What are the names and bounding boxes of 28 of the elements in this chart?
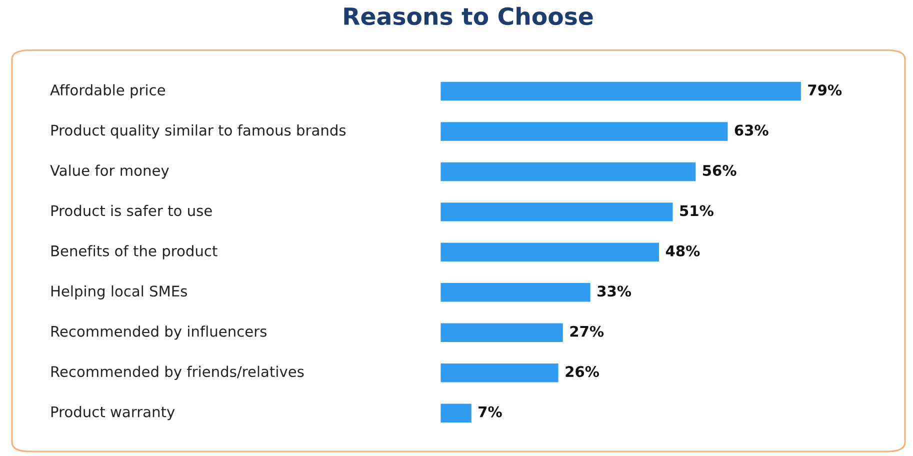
bar bbox=[440, 282, 592, 304]
y-tick-label: Product warranty bbox=[51, 406, 175, 420]
y-tick-label: Benefits of the product bbox=[51, 245, 218, 260]
y-tick-label: Recommended by friends/relatives bbox=[51, 366, 304, 380]
data-label: 51% bbox=[680, 205, 714, 216]
bar bbox=[440, 201, 674, 223]
data-label: 48% bbox=[666, 245, 700, 256]
bar bbox=[440, 120, 730, 142]
chart-title: Reasons to Choose bbox=[344, 6, 593, 26]
bar bbox=[440, 402, 473, 424]
y-tick-label: Recommended by influencers bbox=[51, 326, 266, 340]
y-tick-label: Affordable price bbox=[50, 84, 166, 98]
y-tick-label: Helping local SMEs bbox=[51, 285, 187, 300]
data-label: 27% bbox=[570, 326, 604, 337]
bar bbox=[440, 160, 698, 182]
data-label: 33% bbox=[598, 286, 632, 297]
bar bbox=[440, 80, 802, 102]
y-tick-label: Product quality similar to famous brands bbox=[51, 124, 346, 139]
data-label: 63% bbox=[734, 124, 768, 136]
data-label: 56% bbox=[703, 164, 736, 176]
data-label: 7% bbox=[478, 406, 502, 418]
data-label: 26% bbox=[566, 366, 600, 378]
y-tick-label: Value for money bbox=[50, 164, 169, 179]
y-tick-label: Product is safer to use bbox=[51, 204, 212, 216]
bar bbox=[440, 241, 660, 263]
bar bbox=[440, 362, 560, 384]
data-label: 79% bbox=[808, 84, 842, 96]
bar bbox=[440, 322, 564, 344]
